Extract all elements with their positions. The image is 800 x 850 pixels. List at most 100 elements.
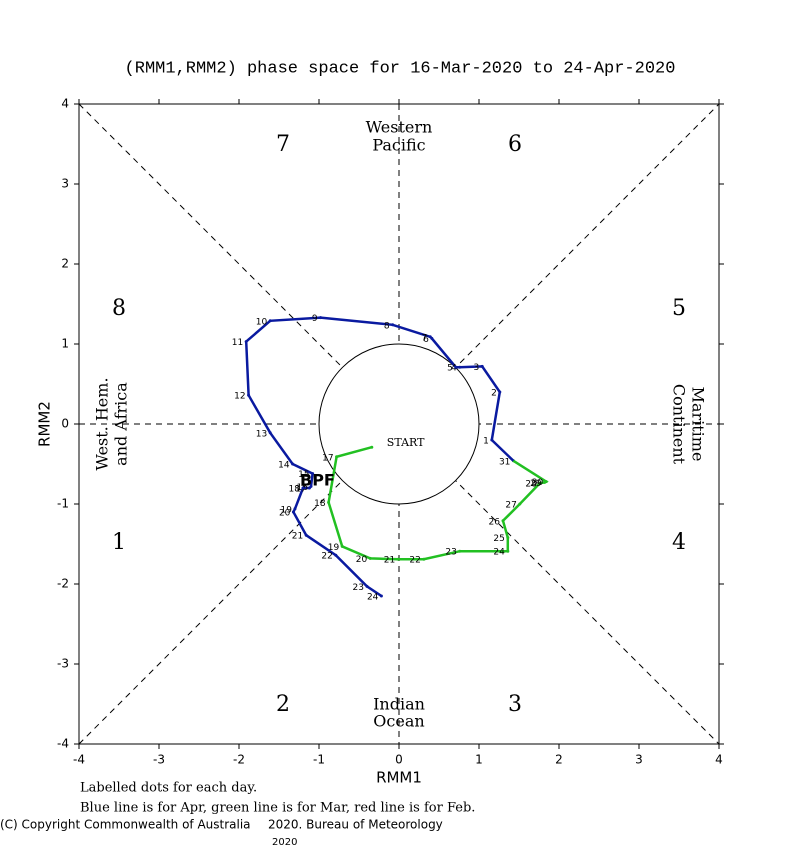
day-dot (319, 316, 323, 320)
region-label: and Africa (112, 382, 131, 466)
region-label: Indian (373, 695, 425, 714)
day-dot (501, 519, 505, 523)
chart-title: (RMM1,RMM2) phase space for 16-Mar-2020 … (125, 59, 676, 78)
day-dot (268, 319, 272, 323)
region-label: Maritime (689, 387, 708, 462)
day-label: START (387, 436, 425, 449)
y-tick-label: 3 (61, 177, 69, 191)
day-label: 26 (489, 517, 501, 527)
note: Blue line is for Apr, green line is for … (80, 801, 475, 816)
x-tick-label: -3 (153, 753, 165, 767)
day-label: 18 (289, 485, 301, 495)
footer: (C) Copyright Commonwealth of Australia (0, 818, 251, 832)
annotation: BPF (300, 471, 335, 490)
day-dot (293, 507, 297, 511)
region-label: Continent (670, 384, 689, 465)
day-label: 1 (483, 437, 489, 447)
day-dot (307, 486, 311, 490)
connector (490, 439, 515, 462)
day-label: 31 (499, 457, 510, 467)
day-dot (340, 544, 344, 548)
day-label: 6 (423, 335, 429, 345)
day-dot (506, 549, 510, 553)
day-label: 9 (312, 314, 318, 324)
day-label: 5 (447, 364, 453, 374)
day-dot (458, 549, 462, 553)
day-dot (368, 556, 372, 560)
day-dot (518, 502, 522, 506)
y-tick-label: -1 (57, 497, 69, 511)
day-dot (379, 594, 383, 598)
day-dot (422, 557, 426, 561)
day-label: 17 (295, 485, 306, 495)
phase-label: 8 (112, 296, 126, 321)
day-label: 23 (353, 583, 364, 593)
day-dot (480, 364, 484, 368)
x-axis-label: RMM1 (376, 769, 422, 787)
day-label: 10 (256, 317, 268, 327)
x-tick-label: -1 (313, 753, 325, 767)
day-label: 19 (328, 543, 340, 553)
day-dot (334, 553, 338, 557)
day-dot (244, 340, 248, 344)
region-label: Western (366, 118, 433, 137)
day-dot (396, 557, 400, 561)
phase-label: 4 (672, 530, 686, 555)
day-dot (506, 536, 510, 540)
x-tick-label: -4 (73, 753, 85, 767)
day-label: 17 (322, 453, 333, 463)
y-tick-label: -4 (57, 737, 69, 751)
phase-label: 1 (112, 530, 126, 555)
day-dot (370, 445, 374, 449)
day-label: 23 (445, 548, 456, 558)
day-label: 29 (530, 479, 542, 489)
x-tick-label: 0 (395, 753, 403, 767)
day-label: 22 (321, 552, 332, 562)
day-dot (428, 335, 432, 339)
day-label: 22 (409, 556, 420, 566)
day-dot (498, 390, 502, 394)
day-label: 7 (421, 333, 427, 343)
y-axis-label: RMM2 (36, 401, 54, 447)
series-line (327, 445, 549, 561)
day-dot (311, 472, 315, 476)
y-tick-label: 1 (61, 337, 69, 351)
day-dot (454, 365, 458, 369)
day-label: 20 (356, 555, 368, 565)
region-label: Pacific (372, 136, 425, 155)
y-tick-label: 0 (61, 417, 69, 431)
x-tick-label: -2 (233, 753, 245, 767)
y-tick-label: -3 (57, 657, 69, 671)
footer: 2020. Bureau of Meteorology (268, 818, 443, 832)
x-tick-label: 1 (475, 753, 483, 767)
phase-label: 5 (672, 296, 686, 321)
x-tick-label: 4 (715, 753, 723, 767)
day-label: 21 (384, 556, 395, 566)
day-label: 12 (234, 392, 245, 402)
day-dot (458, 365, 462, 369)
day-label: 21 (292, 532, 303, 542)
day-label: 24 (493, 548, 505, 558)
day-dot (391, 323, 395, 327)
y-tick-label: 2 (61, 257, 69, 271)
day-dot (538, 481, 542, 485)
day-label: 27 (505, 501, 516, 511)
phase-label: 3 (508, 692, 522, 717)
phase-label: 7 (276, 132, 290, 157)
unit-circle (318, 343, 480, 505)
phase-label: 6 (508, 132, 522, 157)
day-label: 4 (451, 364, 457, 374)
day-dot (327, 500, 331, 504)
day-dot (335, 455, 339, 459)
day-dot (247, 393, 251, 397)
day-dot (291, 510, 295, 514)
day-label: 25 (493, 534, 504, 544)
x-tick-label: 2 (555, 753, 563, 767)
phase-label: 2 (276, 692, 290, 717)
day-label: 3 (473, 363, 479, 373)
day-dot (301, 486, 305, 490)
region-label: West. Hem. (93, 377, 112, 470)
footer: 2020 (272, 837, 297, 848)
day-label: 13 (256, 429, 267, 439)
